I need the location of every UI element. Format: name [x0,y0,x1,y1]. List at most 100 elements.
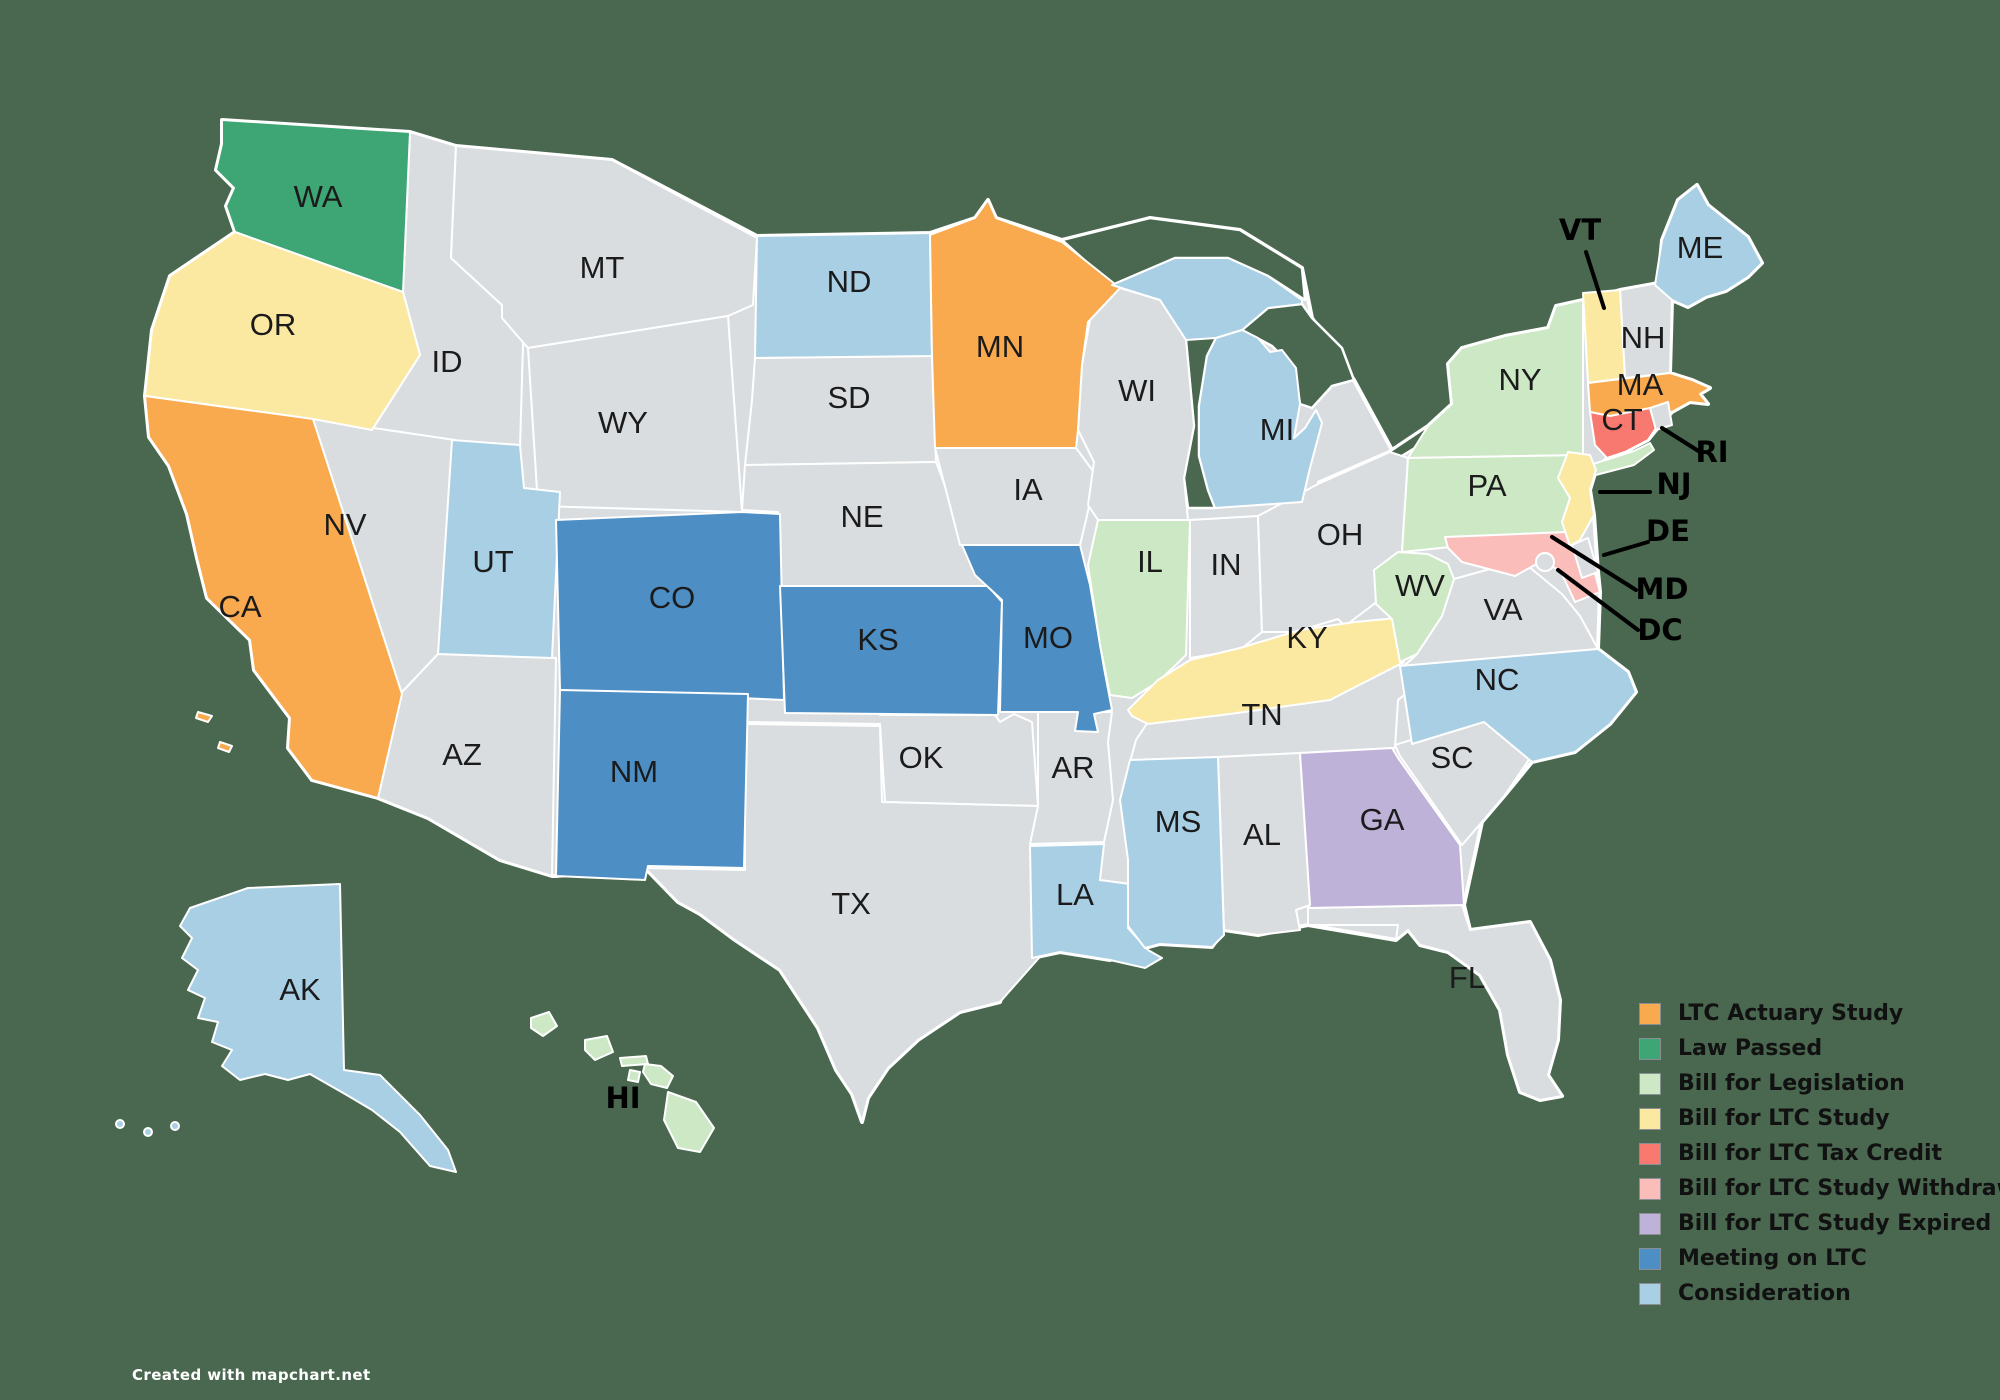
state-NY [1407,299,1584,459]
legend-label-law_passed: Law Passed [1678,1036,1823,1061]
state-label-NY: NY [1498,362,1541,397]
legend-label-bill_for_ltc_study: Bill for LTC Study [1678,1106,1890,1131]
leader-line-RI [1660,426,1702,454]
state-label-AK: AK [279,972,321,1007]
state-label-RI: RI [1695,435,1728,469]
state-labels: WA OR CA NV ID MT WY UT AZ CO NM ND SD NE KS OK TX MN IA MO… [218,179,1728,1115]
legend-label-meeting_on_ltc: Meeting on LTC [1678,1246,1867,1271]
state-label-MO: MO [1023,620,1073,655]
state-label-OR: OR [250,307,297,342]
state-label-MI: MI [1260,412,1294,447]
credit: Created with mapchart.net [132,1366,371,1384]
state-UT [437,439,561,659]
state-MS [1119,756,1225,949]
legend-label-bill_for_ltc_tax_credit: Bill for LTC Tax Credit [1678,1141,1943,1166]
state-label-NE: NE [840,499,883,534]
state-LA [1029,843,1163,969]
state-label-WI: WI [1118,373,1156,408]
legend-item-bill_for_ltc_tax_credit: Bill for LTC Tax Credit [1639,1143,2000,1165]
state-label-MN: MN [976,329,1024,364]
state-NJ [1557,451,1597,547]
state-label-IN: IN [1211,547,1242,582]
state-label-GA: GA [1360,802,1405,837]
state-label-MD: MD [1636,572,1689,606]
legend-swatch-bill_for_ltc_tax_credit [1639,1143,1661,1165]
state-ME [1654,184,1763,308]
legend-item-bill_for_ltc_study: Bill for LTC Study [1639,1108,2000,1130]
state-label-AR: AR [1051,750,1094,785]
state-CA-channel-island [217,741,233,753]
state-label-DC: DC [1637,613,1682,647]
state-label-CO: CO [649,580,696,615]
legend-item-consideration: Consideration [1639,1283,2000,1305]
state-label-UT: UT [472,544,513,579]
legend-item-bill_for_ltc_study_expired: Bill for LTC Study Expired [1639,1213,2000,1235]
states-layer [115,119,1763,1173]
legend-label-bill_for_ltc_study_withdrawn: Bill for LTC Study Withdrawn [1678,1176,2000,1201]
state-GA [1299,747,1465,909]
state-label-KY: KY [1286,620,1327,655]
state-label-VT: VT [1559,213,1601,247]
state-CA [144,395,403,799]
state-label-NJ: NJ [1656,467,1691,501]
state-HI-kauai [530,1011,558,1037]
legend-label-bill_for_ltc_study_expired: Bill for LTC Study Expired [1678,1211,1992,1236]
state-DC [1535,552,1555,572]
state-label-FL: FL [1449,960,1485,995]
state-label-WV: WV [1395,568,1445,603]
state-label-CT: CT [1601,402,1642,437]
state-label-IL: IL [1137,544,1163,579]
state-HI-molokai [619,1055,649,1067]
state-label-TX: TX [831,886,871,921]
state-IA [934,447,1097,546]
state-label-SC: SC [1430,740,1473,775]
legend-item-law_passed: Law Passed [1639,1038,2000,1060]
state-AK-aleutian-island [115,1119,125,1129]
state-AK [179,883,457,1173]
legend-swatch-bill_for_ltc_study_expired [1639,1213,1661,1235]
state-label-SD: SD [827,380,870,415]
state-label-PA: PA [1467,468,1506,503]
state-label-KS: KS [857,622,898,657]
legend-item-meeting_on_ltc: Meeting on LTC [1639,1248,2000,1270]
legend-swatch-bill_for_ltc_study [1639,1108,1661,1130]
state-CA-channel-island [195,711,213,723]
state-AR [1029,711,1114,845]
state-MI [1198,329,1323,509]
state-label-LA: LA [1056,877,1094,912]
state-HI-lanai [627,1069,641,1083]
state-HI-oahu [584,1035,614,1061]
legend-label-bill_for_legislation: Bill for Legislation [1678,1071,1905,1096]
state-label-IA: IA [1013,472,1043,507]
legend-label-ltc_actuary_study: LTC Actuary Study [1678,1001,1904,1026]
state-label-VA: VA [1483,592,1522,627]
state-AK-aleutian-island [143,1127,153,1137]
state-label-AZ: AZ [442,737,482,772]
state-MN [929,199,1121,449]
state-label-DE: DE [1646,514,1690,548]
legend-label-consideration: Consideration [1678,1281,1851,1306]
state-HI-maui [642,1063,674,1089]
state-label-OH: OH [1317,517,1364,552]
state-label-ND: ND [827,264,872,299]
leader-lines [1550,250,1702,632]
state-label-AL: AL [1243,817,1281,852]
state-label-OK: OK [899,740,944,775]
state-label-MA: MA [1617,367,1664,402]
legend-swatch-bill_for_legislation [1639,1073,1661,1095]
state-RI [1649,401,1673,431]
leader-line-VT [1584,250,1606,310]
legend: LTC Actuary Study Law Passed Bill for Legi… [1639,1003,2000,1305]
state-IN [1189,515,1263,659]
state-label-NC: NC [1475,662,1520,697]
legend-swatch-meeting_on_ltc [1639,1248,1661,1270]
state-label-WY: WY [598,405,648,440]
state-label-ID: ID [432,344,463,379]
state-FL [1307,904,1563,1101]
leader-line-MD [1550,535,1638,592]
legend-item-bill_for_ltc_study_withdrawn: Bill for LTC Study Withdrawn [1639,1178,2000,1200]
state-IL [1087,519,1191,699]
leader-line-DC [1556,568,1640,632]
